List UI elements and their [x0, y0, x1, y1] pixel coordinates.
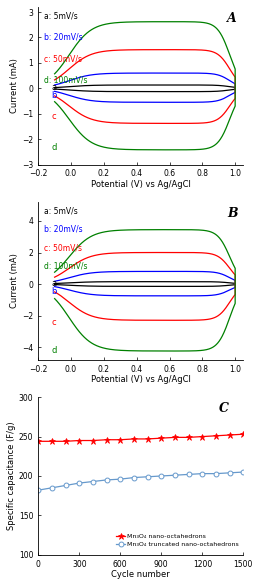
- Mn₃O₄ nano-octahedrons: [201, 433, 204, 440]
- Mn₃O₄ truncated nano-octahedrons: [146, 473, 149, 481]
- Mn₃O₄ truncated nano-octahedrons: [50, 484, 54, 491]
- Mn₃O₄ truncated nano-octahedrons: [228, 469, 231, 476]
- Text: a: 5mV/s: a: 5mV/s: [44, 12, 78, 21]
- Text: d: 100mV/s: d: 100mV/s: [44, 261, 88, 270]
- Text: c: 50mV/s: c: 50mV/s: [44, 243, 82, 252]
- Mn₃O₄ truncated nano-octahedrons: [91, 478, 94, 485]
- Mn₃O₄ truncated nano-octahedrons: [201, 470, 204, 477]
- Mn₃O₄ nano-octahedrons: [160, 435, 163, 442]
- Mn₃O₄ truncated nano-octahedrons: [214, 470, 218, 477]
- Mn₃O₄ nano-octahedrons: [228, 431, 231, 438]
- Mn₃O₄ nano-octahedrons: [132, 435, 135, 442]
- Mn₃O₄ truncated nano-octahedrons: [105, 476, 108, 483]
- Mn₃O₄ truncated nano-octahedrons: [64, 482, 67, 489]
- Text: c: c: [51, 113, 56, 121]
- X-axis label: Cycle number: Cycle number: [112, 570, 170, 579]
- Mn₃O₄ truncated nano-octahedrons: [78, 479, 81, 486]
- Text: b: b: [51, 287, 57, 296]
- Mn₃O₄ nano-octahedrons: [173, 434, 177, 441]
- Mn₃O₄ truncated nano-octahedrons: [187, 471, 190, 478]
- Mn₃O₄ nano-octahedrons: [50, 438, 54, 445]
- Line: Mn₃O₄ truncated nano-octahedrons: Mn₃O₄ truncated nano-octahedrons: [36, 469, 246, 493]
- Y-axis label: Current (mA): Current (mA): [10, 59, 19, 113]
- Y-axis label: Current (mA): Current (mA): [10, 253, 19, 308]
- Legend: Mn₃O₄ nano-octahedrons, Mn₃O₄ truncated nano-octahedrons: Mn₃O₄ nano-octahedrons, Mn₃O₄ truncated …: [115, 533, 240, 548]
- Text: A: A: [227, 12, 237, 25]
- Mn₃O₄ truncated nano-octahedrons: [173, 472, 177, 479]
- Text: a: 5mV/s: a: 5mV/s: [44, 207, 78, 216]
- Mn₃O₄ nano-octahedrons: [37, 438, 40, 445]
- Mn₃O₄ truncated nano-octahedrons: [160, 472, 163, 479]
- X-axis label: Potential (V) vs Ag/AgCl: Potential (V) vs Ag/AgCl: [91, 180, 191, 189]
- Text: b: b: [51, 91, 57, 100]
- Text: b: 20mV/s: b: 20mV/s: [44, 225, 83, 234]
- Text: a: a: [51, 279, 56, 288]
- Y-axis label: Specific capacitance (F/g): Specific capacitance (F/g): [7, 422, 16, 530]
- Mn₃O₄ nano-octahedrons: [119, 436, 122, 443]
- Text: b: 20mV/s: b: 20mV/s: [44, 33, 83, 42]
- Mn₃O₄ nano-octahedrons: [91, 437, 94, 444]
- Text: c: 50mV/s: c: 50mV/s: [44, 54, 82, 63]
- Text: d: d: [51, 143, 57, 152]
- Mn₃O₄ nano-octahedrons: [242, 431, 245, 438]
- X-axis label: Potential (V) vs Ag/AgCl: Potential (V) vs Ag/AgCl: [91, 375, 191, 384]
- Mn₃O₄ nano-octahedrons: [64, 438, 67, 445]
- Mn₃O₄ truncated nano-octahedrons: [37, 486, 40, 493]
- Mn₃O₄ nano-octahedrons: [187, 434, 190, 441]
- Mn₃O₄ truncated nano-octahedrons: [119, 476, 122, 483]
- Text: a: a: [51, 83, 56, 92]
- Text: C: C: [219, 402, 229, 415]
- Line: Mn₃O₄ nano-octahedrons: Mn₃O₄ nano-octahedrons: [35, 431, 246, 444]
- Mn₃O₄ truncated nano-octahedrons: [132, 474, 135, 481]
- Text: d: d: [51, 346, 57, 355]
- Mn₃O₄ nano-octahedrons: [146, 435, 149, 442]
- Mn₃O₄ truncated nano-octahedrons: [242, 469, 245, 476]
- Mn₃O₄ nano-octahedrons: [105, 436, 108, 443]
- Text: d: 100mV/s: d: 100mV/s: [44, 76, 88, 84]
- Mn₃O₄ nano-octahedrons: [214, 432, 218, 440]
- Mn₃O₄ nano-octahedrons: [78, 437, 81, 444]
- Text: c: c: [51, 318, 56, 326]
- Text: B: B: [227, 207, 238, 220]
